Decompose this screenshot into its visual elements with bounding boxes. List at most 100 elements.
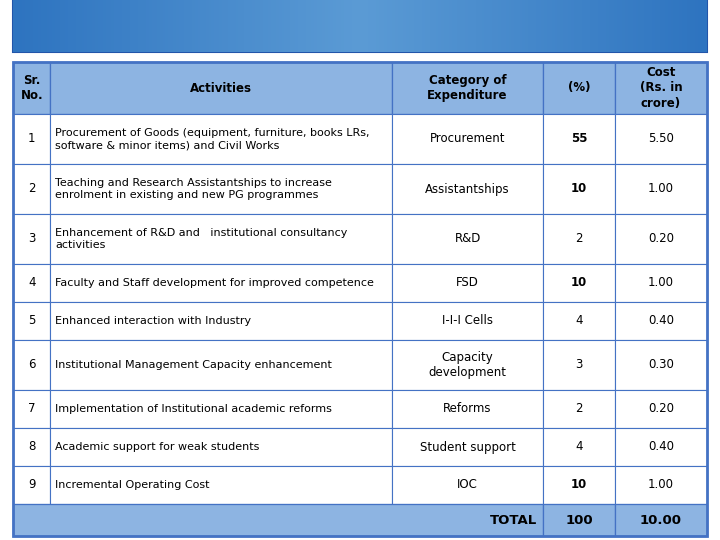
Bar	[50, 466, 392, 504]
Text: 5.50: 5.50	[648, 132, 674, 145]
Text: Procurement: Procurement	[430, 132, 505, 145]
Bar	[392, 114, 543, 164]
Bar	[50, 164, 392, 214]
Bar	[50, 302, 392, 340]
Bar	[543, 214, 615, 264]
Text: 3: 3	[28, 233, 35, 246]
Text: 10.00: 10.00	[640, 514, 682, 526]
Bar	[13, 390, 50, 428]
Bar	[50, 214, 392, 264]
Bar	[392, 302, 543, 340]
Bar	[615, 62, 707, 114]
Bar	[543, 164, 615, 214]
Text: Activities: Activities	[190, 82, 252, 94]
Text: Institutional Management Capacity enhancement: Institutional Management Capacity enhanc…	[55, 360, 333, 370]
Text: Teaching and Research Assistantships to increase
enrolment in existing and new P: Teaching and Research Assistantships to …	[55, 178, 333, 200]
Bar	[615, 214, 707, 264]
Text: Student support: Student support	[420, 441, 516, 454]
Text: Procurement of Goods (equipment, furniture, books LRs,
software & minor items) a: Procurement of Goods (equipment, furnitu…	[55, 128, 370, 150]
Bar	[13, 340, 50, 390]
Bar	[615, 390, 707, 428]
Text: 10: 10	[571, 478, 587, 491]
Text: Reforms: Reforms	[444, 402, 492, 415]
Bar	[392, 164, 543, 214]
Bar	[13, 164, 50, 214]
Text: 3: 3	[575, 359, 582, 372]
Text: FSD: FSD	[456, 276, 479, 289]
Bar	[13, 302, 50, 340]
Text: 2: 2	[28, 183, 35, 195]
Bar	[13, 428, 50, 466]
Text: 2: 2	[575, 233, 582, 246]
Text: Category-wise Funding Per Institution: Category-wise Funding Per Institution	[107, 14, 613, 38]
Text: 55: 55	[571, 132, 588, 145]
Text: 2: 2	[575, 402, 582, 415]
Text: Enhanced interaction with Industry: Enhanced interaction with Industry	[55, 316, 251, 326]
Text: Category of
Expenditure: Category of Expenditure	[428, 74, 508, 102]
Bar	[615, 504, 707, 536]
Text: Cost
(Rs. in
crore): Cost (Rs. in crore)	[639, 66, 682, 110]
Bar	[13, 504, 543, 536]
Text: 1.00: 1.00	[648, 478, 674, 491]
Text: 5: 5	[28, 314, 35, 327]
Text: 0.20: 0.20	[648, 233, 674, 246]
Bar	[392, 428, 543, 466]
Text: I-I-I Cells: I-I-I Cells	[442, 314, 493, 327]
Bar	[13, 264, 50, 302]
Text: Capacity
development: Capacity development	[428, 351, 507, 379]
Text: (%): (%)	[567, 82, 590, 94]
Text: Assistantships: Assistantships	[426, 183, 510, 195]
Text: 100: 100	[565, 514, 593, 526]
Bar	[50, 264, 392, 302]
Text: Sr.
No.: Sr. No.	[20, 74, 43, 102]
Bar	[615, 264, 707, 302]
Text: 9: 9	[28, 478, 35, 491]
Bar	[13, 0, 707, 52]
Bar	[392, 466, 543, 504]
Bar	[392, 340, 543, 390]
Bar	[615, 164, 707, 214]
Bar	[13, 214, 50, 264]
Text: 4: 4	[28, 276, 35, 289]
Bar	[543, 62, 615, 114]
Bar	[615, 302, 707, 340]
Text: Faculty and Staff development for improved competence: Faculty and Staff development for improv…	[55, 278, 374, 288]
Text: 8: 8	[28, 441, 35, 454]
Bar	[615, 466, 707, 504]
Text: 4: 4	[575, 441, 582, 454]
Bar	[392, 62, 543, 114]
Bar	[543, 114, 615, 164]
Bar	[13, 114, 50, 164]
Bar	[615, 428, 707, 466]
Text: 0.40: 0.40	[648, 441, 674, 454]
Text: 6: 6	[28, 359, 35, 372]
Bar	[615, 114, 707, 164]
Bar	[543, 428, 615, 466]
Bar	[543, 390, 615, 428]
Bar	[392, 390, 543, 428]
Bar	[543, 340, 615, 390]
Text: TOTAL: TOTAL	[490, 514, 537, 526]
Text: Enhancement of R&D and   institutional consultancy
activities: Enhancement of R&D and institutional con…	[55, 228, 348, 250]
Text: 0.20: 0.20	[648, 402, 674, 415]
Text: Academic support for weak students: Academic support for weak students	[55, 442, 260, 452]
Bar	[50, 428, 392, 466]
Text: 0.30: 0.30	[648, 359, 674, 372]
Bar	[13, 62, 50, 114]
Bar	[543, 504, 615, 536]
Text: 1.00: 1.00	[648, 183, 674, 195]
Bar	[50, 62, 392, 114]
Bar	[13, 62, 707, 536]
Text: R&D: R&D	[454, 233, 481, 246]
Bar	[50, 390, 392, 428]
Bar	[13, 466, 50, 504]
Text: IOC: IOC	[457, 478, 478, 491]
Text: Incremental Operating Cost: Incremental Operating Cost	[55, 480, 210, 490]
Text: Implementation of Institutional academic reforms: Implementation of Institutional academic…	[55, 404, 333, 414]
Bar	[392, 264, 543, 302]
Bar	[50, 340, 392, 390]
Text: 4: 4	[575, 314, 582, 327]
Text: 10: 10	[571, 276, 587, 289]
Text: 1.00: 1.00	[648, 276, 674, 289]
Bar	[543, 302, 615, 340]
